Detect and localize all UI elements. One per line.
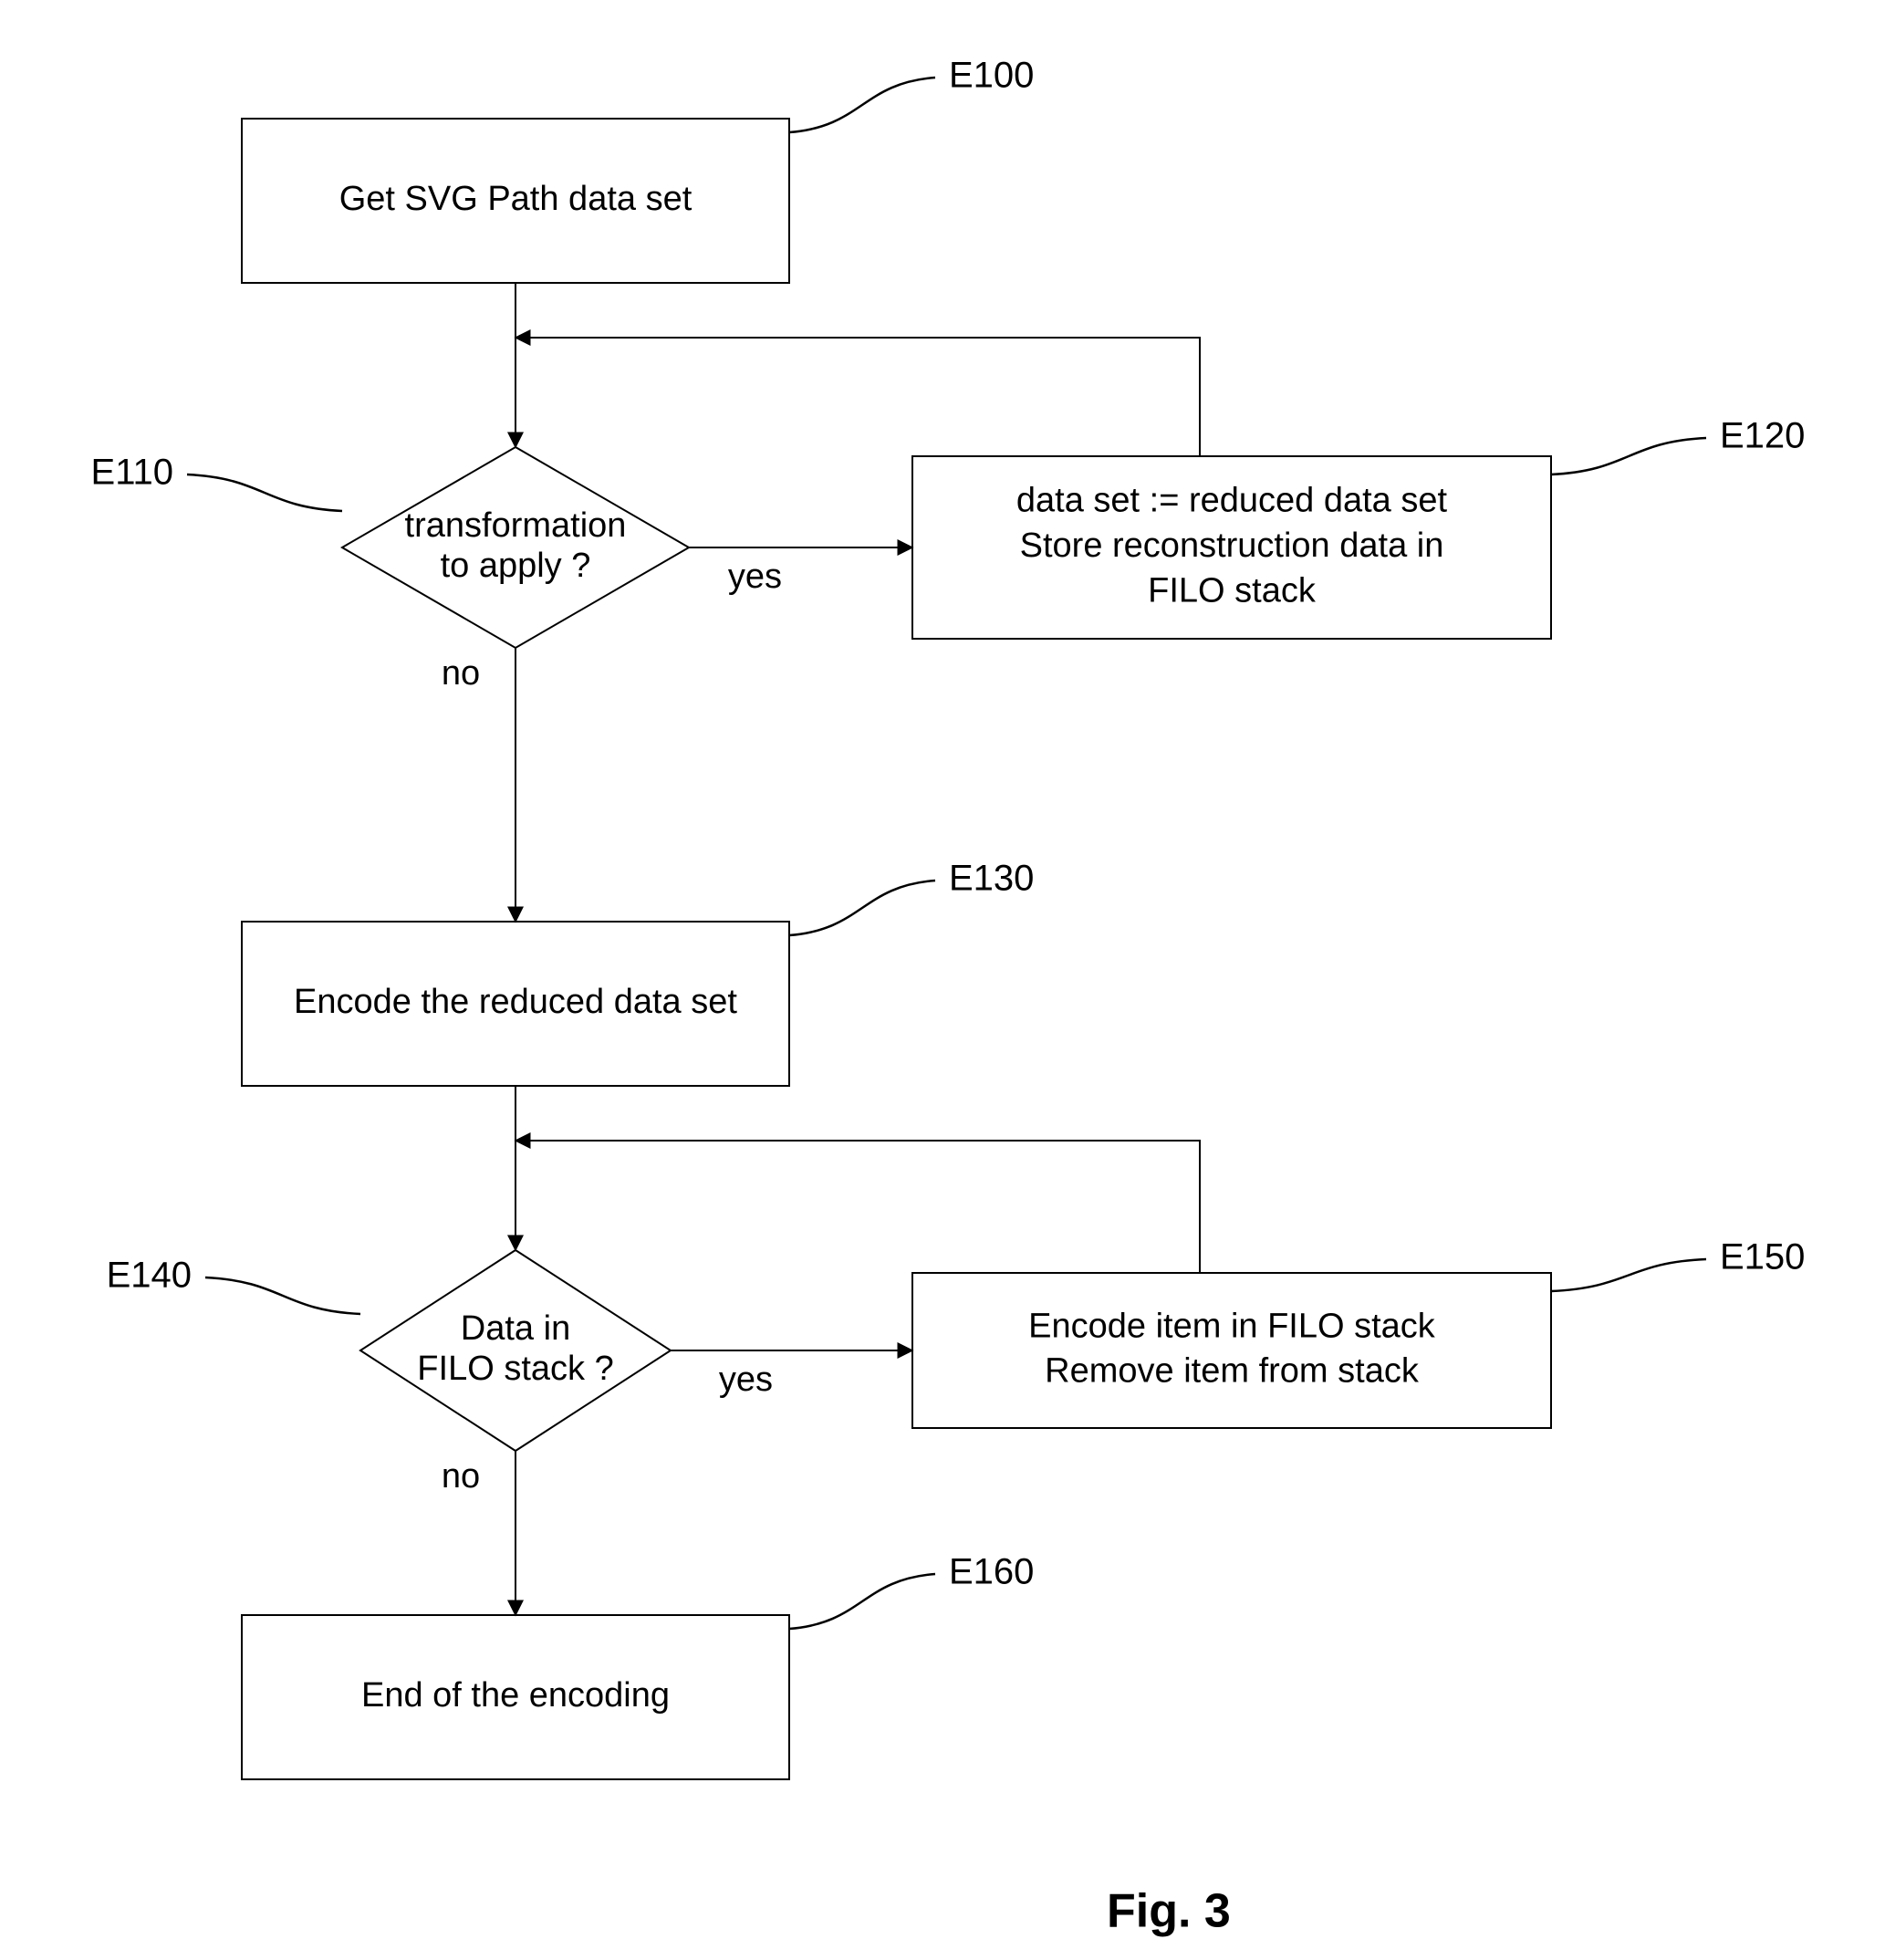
svg-text:to apply ?: to apply ? bbox=[441, 547, 591, 585]
label-e120: E120 bbox=[1720, 416, 1805, 456]
svg-text:transformation: transformation bbox=[405, 506, 627, 545]
svg-text:FILO stack ?: FILO stack ? bbox=[417, 1350, 613, 1388]
svg-text:data set := reduced data set: data set := reduced data set bbox=[1016, 482, 1448, 520]
no-label-e110: no bbox=[442, 654, 480, 693]
figure-caption: Fig. 3 bbox=[1107, 1885, 1231, 1938]
svg-text:Encode item in FILO stack: Encode item in FILO stack bbox=[1028, 1307, 1436, 1345]
label-e110: E110 bbox=[91, 453, 173, 493]
svg-text:Get SVG Path data set: Get SVG Path data set bbox=[339, 180, 693, 218]
edge-e150-loop bbox=[516, 1141, 1200, 1273]
yes-label-e110: yes bbox=[728, 558, 782, 596]
svg-text:Store reconstruction data in: Store reconstruction data in bbox=[1020, 526, 1444, 565]
label-e100: E100 bbox=[949, 56, 1034, 96]
svg-text:End of the encoding: End of the encoding bbox=[361, 1676, 670, 1715]
label-e130: E130 bbox=[949, 859, 1034, 899]
svg-text:FILO stack: FILO stack bbox=[1148, 571, 1317, 610]
node-e150 bbox=[912, 1273, 1551, 1428]
svg-text:Encode the reduced data set: Encode the reduced data set bbox=[294, 983, 737, 1021]
svg-text:Remove item from stack: Remove item from stack bbox=[1045, 1352, 1420, 1391]
svg-text:Data in: Data in bbox=[461, 1309, 570, 1348]
yes-label-e140: yes bbox=[719, 1361, 773, 1399]
edge-e120-loop bbox=[516, 338, 1200, 456]
label-e140: E140 bbox=[107, 1256, 192, 1296]
label-e160: E160 bbox=[949, 1552, 1034, 1592]
label-e150: E150 bbox=[1720, 1237, 1805, 1277]
no-label-e140: no bbox=[442, 1457, 480, 1496]
